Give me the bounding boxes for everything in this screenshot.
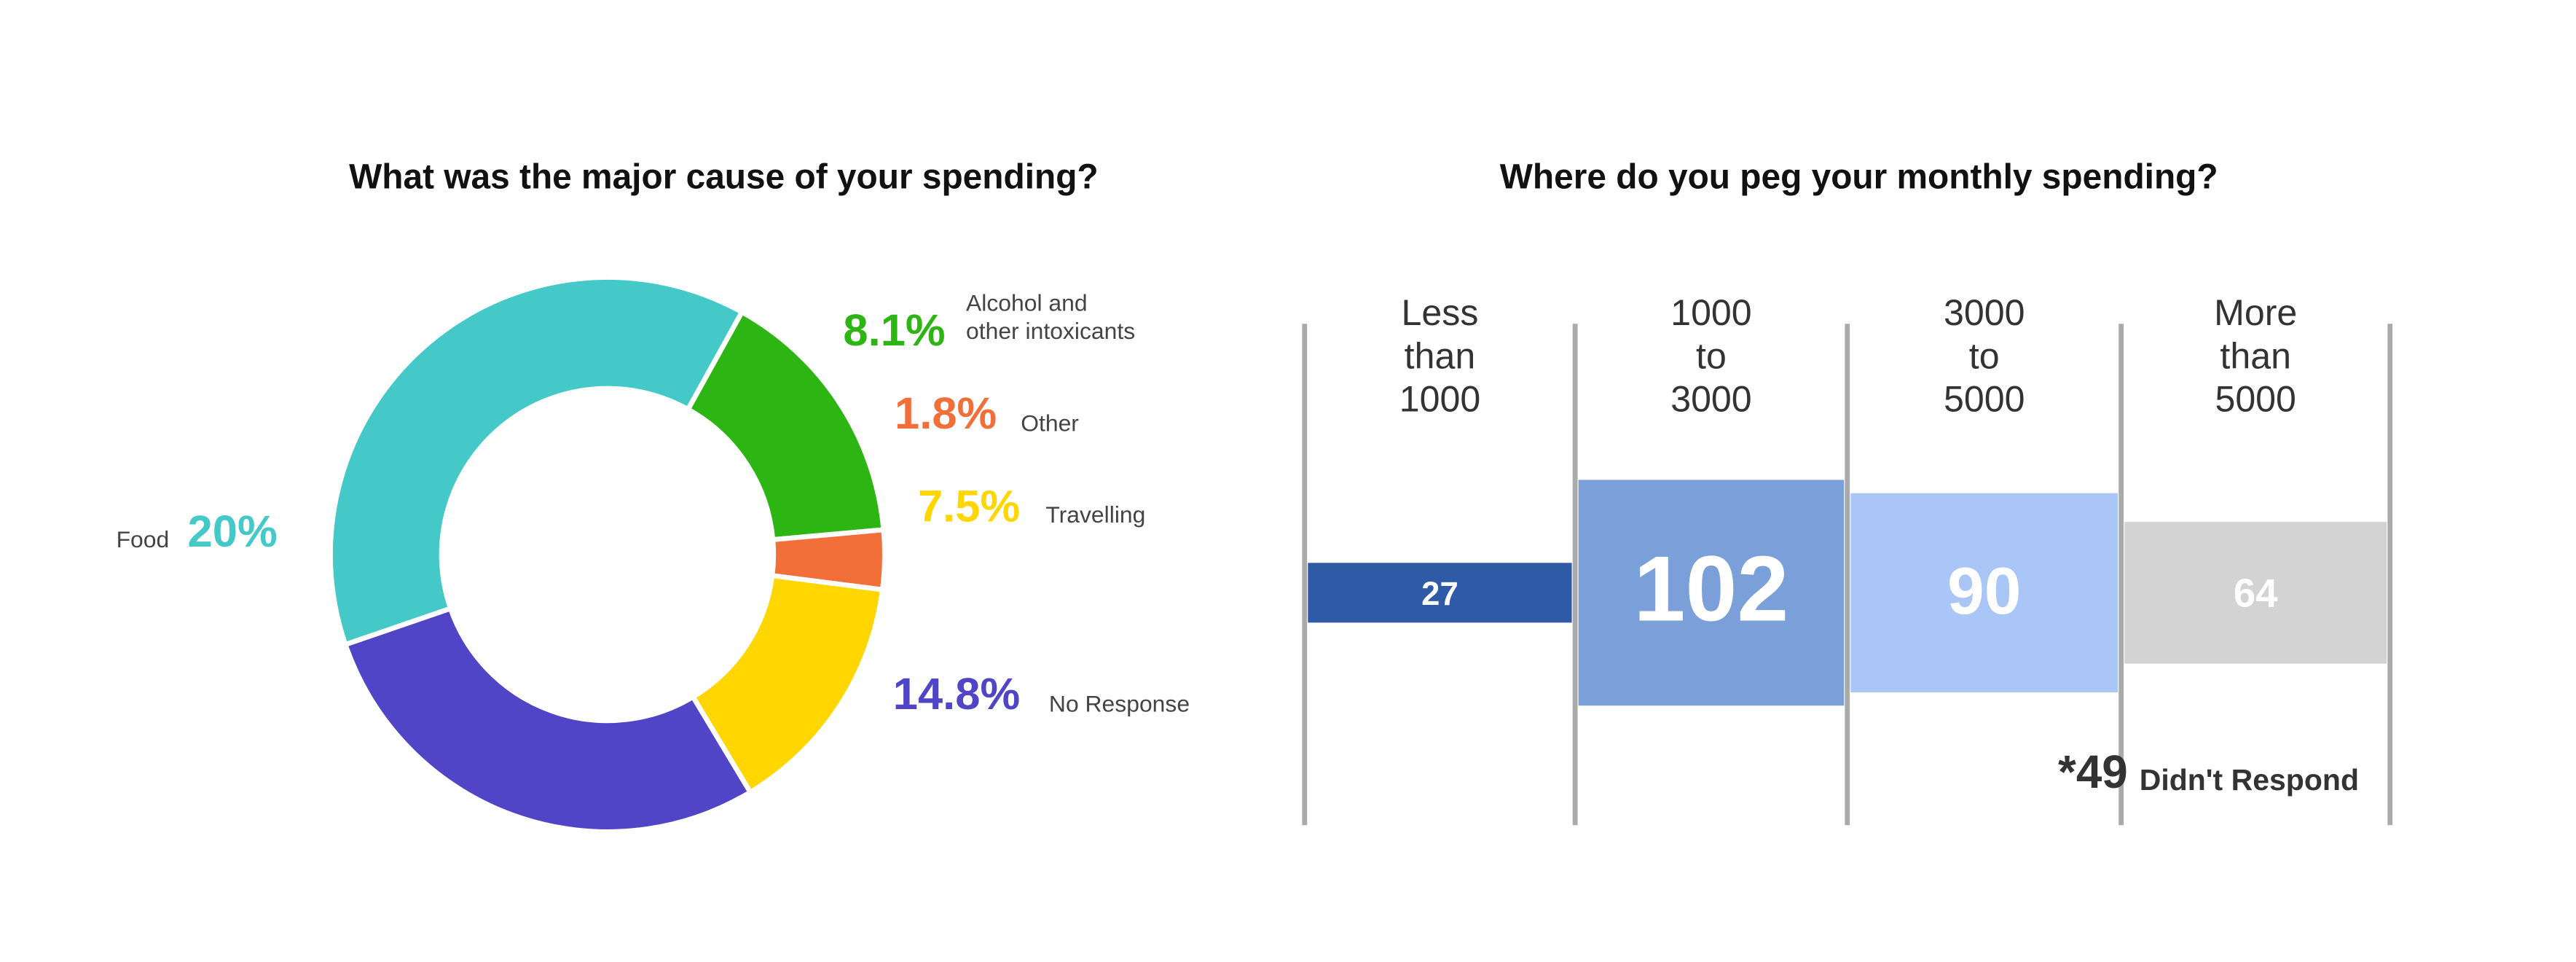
value-label: 27: [1421, 575, 1458, 612]
category-label: Travelling: [1045, 501, 1145, 528]
category-label: 1000: [1670, 292, 1751, 333]
category-label: Alcohol and: [966, 289, 1088, 316]
value-label: 20%: [188, 507, 278, 557]
bar: [1308, 563, 1572, 623]
value-label: 64: [2234, 571, 2278, 615]
category-label: to: [1969, 335, 2000, 376]
bar: [2124, 522, 2387, 664]
category-label: than: [2220, 335, 2291, 376]
pie-slice: [689, 572, 886, 796]
bar: [1850, 493, 2118, 692]
category-label: Other: [1021, 410, 1079, 437]
pie-slice: [328, 275, 746, 648]
value-label: 14.8%: [893, 669, 1020, 719]
category-label: other intoxicants: [966, 318, 1135, 344]
category-label: 3000: [1944, 292, 2025, 333]
category-label: Food: [117, 526, 170, 552]
pie-slice: [684, 308, 887, 543]
chart-title: Where do you peg your monthly spending?: [1500, 158, 2218, 197]
note-value: *49: [2058, 746, 2128, 798]
value-label: 102: [1634, 538, 1789, 641]
category-label: 1000: [1399, 379, 1480, 420]
value-label: 7.5%: [918, 482, 1020, 532]
note-text: Didn't Respond: [2140, 763, 2359, 797]
value-label: 8.1%: [843, 305, 945, 356]
category-label: 3000: [1670, 379, 1751, 420]
category-label: 5000: [2215, 379, 2296, 420]
category-label: More: [2214, 292, 2297, 333]
pie-slice: [342, 605, 754, 834]
value-label: 90: [1947, 555, 2021, 628]
category-label: to: [1696, 335, 1727, 376]
value-label: 1.8%: [895, 388, 997, 439]
category-label: 5000: [1944, 379, 2025, 420]
category-label: No Response: [1049, 691, 1190, 717]
chart-title: What was the major cause of your spendin…: [349, 158, 1098, 197]
bar: [1578, 480, 1845, 706]
category-label: than: [1405, 335, 1476, 376]
category-label: Less: [1402, 292, 1479, 333]
